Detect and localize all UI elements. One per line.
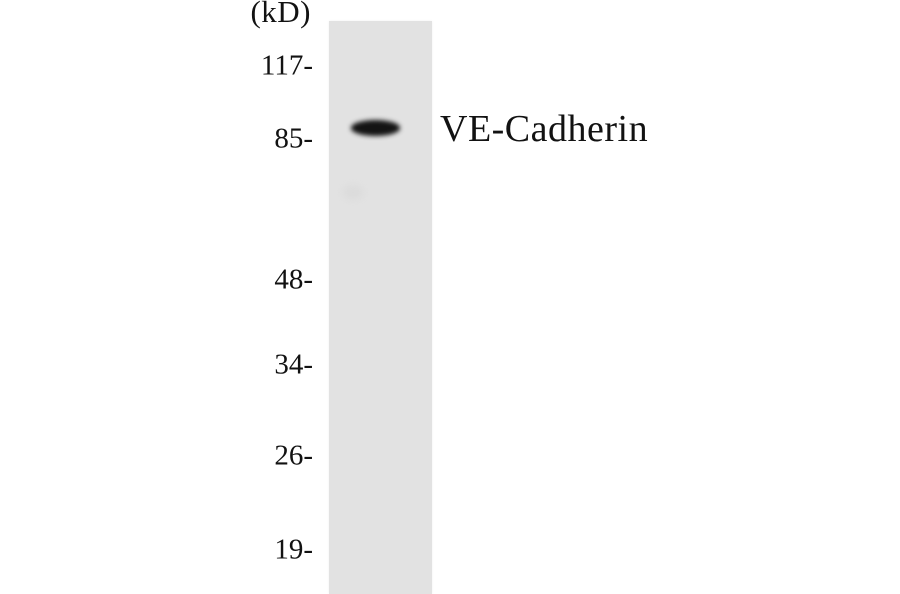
marker-85kd: 85- <box>274 122 313 155</box>
protein-name-label: VE-Cadherin <box>440 108 649 151</box>
marker-48kd: 48- <box>274 263 313 296</box>
marker-26kd: 26- <box>274 439 313 472</box>
protein-band <box>351 120 400 136</box>
faint-artifact-smudge <box>342 185 364 200</box>
molecular-weight-ladder: (kD) 117- 85- 48- 34- 26- 19- <box>0 0 313 594</box>
marker-34kd: 34- <box>274 348 313 381</box>
gel-lane <box>329 21 432 594</box>
marker-117kd: 117- <box>260 49 313 82</box>
marker-19kd: 19- <box>274 533 313 566</box>
kd-unit-label: (kD) <box>250 0 311 29</box>
